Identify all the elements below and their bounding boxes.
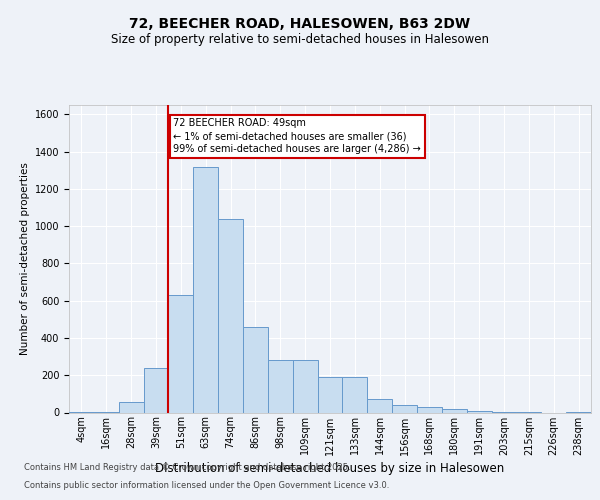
X-axis label: Distribution of semi-detached houses by size in Halesowen: Distribution of semi-detached houses by … [155, 462, 505, 474]
Bar [143, 368, 169, 412]
Text: Contains HM Land Registry data © Crown copyright and database right 2025.: Contains HM Land Registry data © Crown c… [24, 464, 350, 472]
Text: Contains public sector information licensed under the Open Government Licence v3: Contains public sector information licen… [24, 481, 389, 490]
Bar [169, 295, 193, 412]
Y-axis label: Number of semi-detached properties: Number of semi-detached properties [20, 162, 31, 355]
Bar [467, 411, 491, 412]
Bar [417, 408, 442, 412]
Bar [317, 377, 343, 412]
Bar [293, 360, 317, 412]
Bar [268, 360, 293, 412]
Bar [193, 166, 218, 412]
Bar [442, 409, 467, 412]
Bar [119, 402, 143, 412]
Bar [367, 400, 392, 412]
Bar [392, 404, 417, 412]
Text: 72, BEECHER ROAD, HALESOWEN, B63 2DW: 72, BEECHER ROAD, HALESOWEN, B63 2DW [130, 18, 470, 32]
Bar [343, 377, 367, 412]
Text: Size of property relative to semi-detached houses in Halesowen: Size of property relative to semi-detach… [111, 32, 489, 46]
Bar [243, 327, 268, 412]
Text: 72 BEECHER ROAD: 49sqm
← 1% of semi-detached houses are smaller (36)
99% of semi: 72 BEECHER ROAD: 49sqm ← 1% of semi-deta… [173, 118, 421, 154]
Bar [218, 218, 243, 412]
